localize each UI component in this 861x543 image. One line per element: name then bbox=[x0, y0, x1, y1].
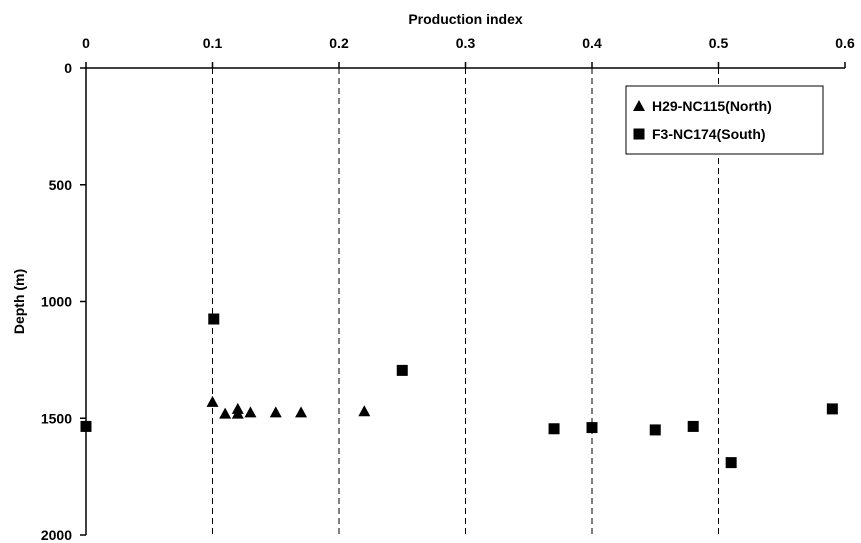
x-tick-label-0: 0 bbox=[82, 35, 90, 51]
legend: H29-NC115(North) F3-NC174(South) bbox=[625, 85, 824, 155]
y-tick-labels: 0 500 1000 1500 2000 bbox=[41, 60, 72, 543]
legend-marker-1 bbox=[633, 128, 645, 140]
point-triangle-1 bbox=[219, 407, 232, 419]
point-square-8 bbox=[826, 403, 838, 415]
point-square-6 bbox=[687, 420, 699, 432]
legend-label-1: F3-NC174(South) bbox=[652, 126, 766, 142]
x-tick-label-4: 0.4 bbox=[582, 35, 602, 51]
legend-box bbox=[625, 85, 824, 155]
x-tick-label-3: 0.3 bbox=[456, 35, 476, 51]
x-tick-label-5: 0.5 bbox=[709, 35, 729, 51]
axes bbox=[80, 62, 846, 536]
point-square-0 bbox=[80, 420, 92, 432]
legend-marker-0 bbox=[633, 100, 645, 111]
legend-label-0: H29-NC115(North) bbox=[652, 98, 772, 114]
x-tick-label-6: 0.6 bbox=[835, 35, 855, 51]
point-triangle-6 bbox=[295, 406, 308, 418]
data-points bbox=[80, 313, 838, 469]
y-tick-label-0: 0 bbox=[64, 60, 72, 76]
point-square-1 bbox=[208, 313, 220, 325]
y-axis-title: Depth (m) bbox=[11, 269, 27, 334]
point-square-7 bbox=[725, 457, 737, 469]
point-triangle-5 bbox=[269, 406, 282, 418]
point-triangle-3 bbox=[231, 407, 244, 419]
y-tick-label-4: 2000 bbox=[41, 527, 72, 543]
point-square-3 bbox=[548, 423, 560, 435]
grid-lines bbox=[212, 68, 719, 535]
y-tick-label-2: 1000 bbox=[41, 294, 72, 310]
point-triangle-0 bbox=[206, 395, 219, 407]
y-tick-label-3: 1500 bbox=[41, 410, 72, 426]
point-square-5 bbox=[649, 424, 661, 436]
x-tick-label-1: 0.1 bbox=[203, 35, 223, 51]
x-tick-labels: 0 0.1 0.2 0.3 0.4 0.5 0.6 bbox=[82, 35, 855, 51]
point-square-4 bbox=[586, 422, 598, 434]
point-triangle-7 bbox=[358, 405, 371, 417]
x-tick-label-2: 0.2 bbox=[329, 35, 349, 51]
point-triangle-4 bbox=[244, 406, 257, 418]
y-tick-label-1: 500 bbox=[49, 177, 73, 193]
x-axis-title: Production index bbox=[408, 11, 523, 27]
point-square-2 bbox=[396, 364, 408, 376]
